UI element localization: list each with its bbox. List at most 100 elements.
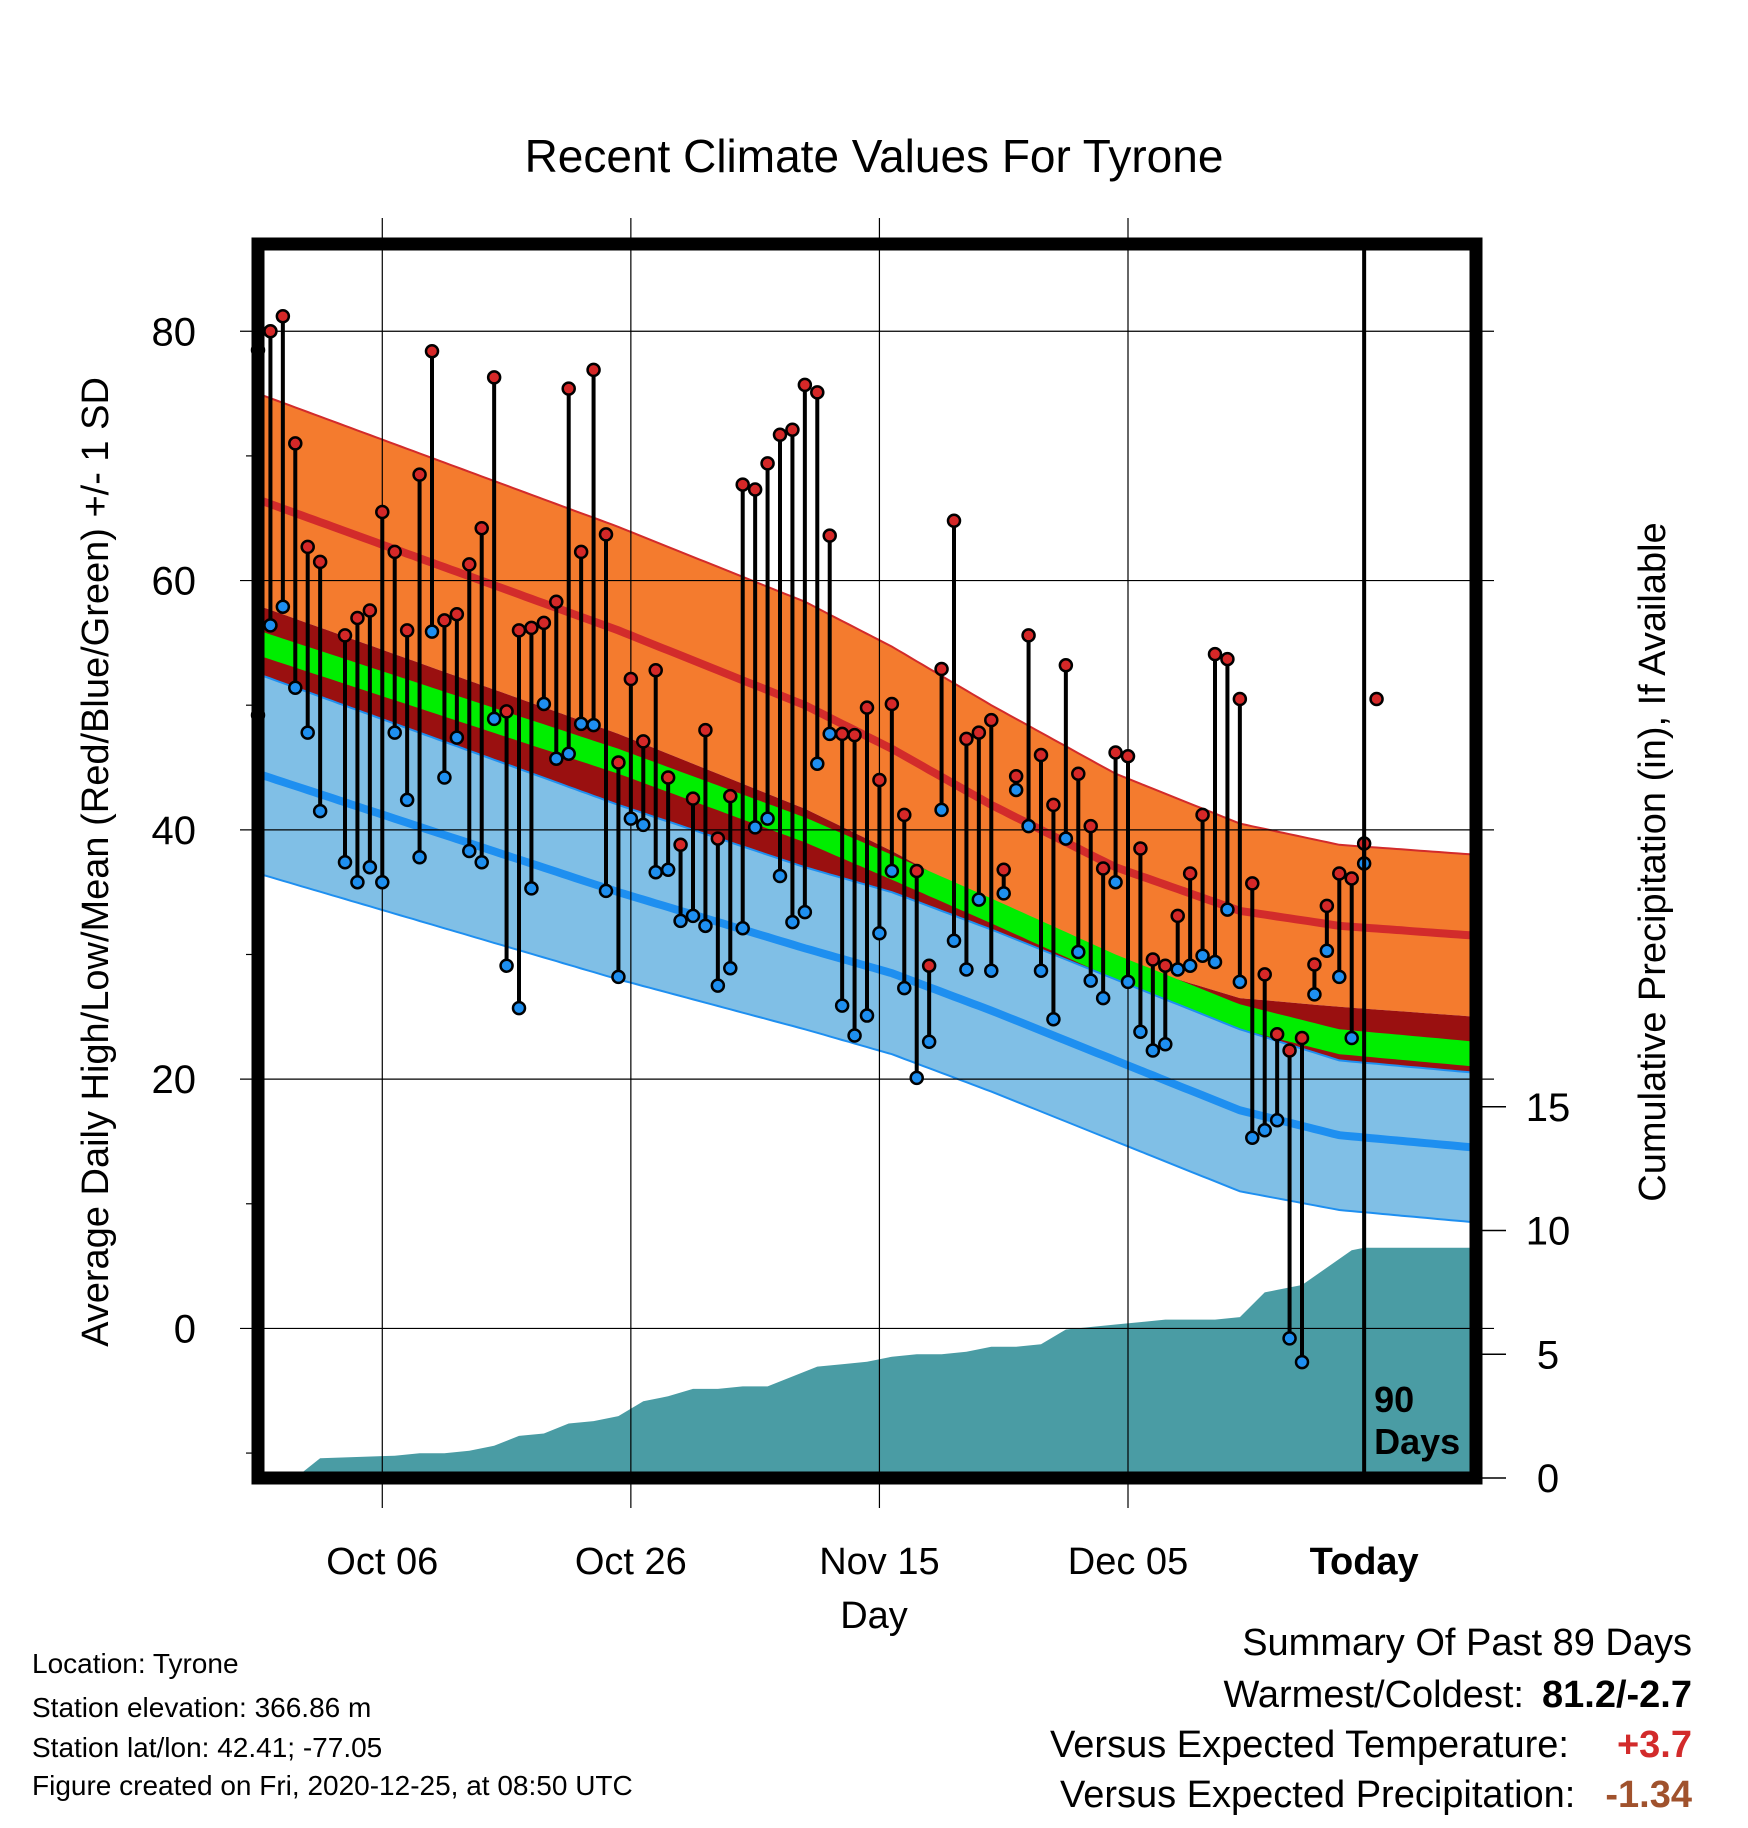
high-point [524, 620, 539, 636]
high-point [673, 837, 688, 853]
high-point [847, 727, 862, 743]
low-point [536, 696, 552, 712]
high-point [1307, 957, 1322, 972]
x-tick-label: Oct 26 [575, 1541, 687, 1583]
low-point [934, 802, 949, 818]
precipitation-area [258, 1247, 1476, 1478]
high-point [785, 422, 800, 437]
low-point [1257, 1122, 1272, 1138]
low-point [1307, 987, 1322, 1002]
precip-value: -1.34 [1605, 1774, 1692, 1816]
low-point [735, 921, 750, 936]
low-point [1220, 902, 1235, 917]
low-point [474, 854, 489, 870]
low-point [524, 881, 539, 896]
low-point [1058, 831, 1074, 846]
low-point [723, 960, 738, 976]
low-point [486, 711, 502, 727]
high-point [536, 615, 552, 631]
high-point [300, 539, 315, 555]
summary-warmest-row: Warmest/Coldest: 81.2/-2.7 [1223, 1676, 1692, 1714]
high-point [288, 436, 303, 451]
low-point [312, 803, 328, 819]
y-axis-label: Average Daily High/Low/Mean (Red/Blue/Gr… [75, 377, 117, 1347]
y2-tick-label: 5 [1537, 1333, 1559, 1377]
elevation-info: Station elevation: 366.86 m [32, 1692, 372, 1723]
low-point [1095, 990, 1111, 1006]
high-point [412, 467, 427, 482]
high-point [449, 606, 465, 622]
high-point [1120, 749, 1136, 764]
low-point [648, 864, 663, 880]
high-point [623, 671, 639, 687]
y-tick-label: 0 [174, 1307, 196, 1351]
low-point [1269, 1113, 1285, 1128]
low-point [872, 926, 887, 941]
high-point [959, 731, 974, 747]
high-point [424, 343, 440, 359]
temp-label: Versus Expected Temperature: [1050, 1724, 1569, 1766]
low-point [785, 914, 800, 930]
high-point [648, 663, 663, 678]
high-point [362, 603, 378, 618]
low-point [362, 859, 378, 875]
low-point [1207, 954, 1223, 970]
high-point [387, 544, 402, 560]
location-info: Location: Tyrone [32, 1648, 239, 1679]
low-point [1332, 969, 1347, 985]
low-point [810, 756, 825, 772]
low-point [897, 980, 912, 996]
low-point [549, 751, 564, 767]
high-point [1220, 651, 1235, 667]
low-point [387, 725, 402, 740]
low-point [884, 863, 900, 879]
low-point [959, 962, 974, 977]
low-point [797, 904, 813, 920]
high-point [474, 520, 489, 536]
low-point [337, 854, 353, 870]
low-point [1245, 1130, 1260, 1145]
low-point [946, 933, 962, 949]
low-point [1108, 874, 1123, 890]
today-days-label: Days [1374, 1421, 1460, 1462]
low-point [598, 883, 614, 899]
high-point [1369, 691, 1384, 707]
high-point [810, 385, 825, 400]
y2-tick-label: 15 [1526, 1086, 1571, 1130]
high-point [1158, 958, 1173, 973]
high-point [598, 527, 614, 542]
high-point [350, 610, 365, 626]
high-point [1232, 691, 1248, 707]
high-point [1344, 871, 1359, 886]
warmest-value: 81.2/-2.7 [1542, 1674, 1692, 1716]
x-tick-label: Dec 05 [1068, 1541, 1188, 1583]
high-point [834, 726, 850, 742]
low-point [984, 963, 999, 978]
high-point [797, 377, 813, 393]
low-point [437, 770, 452, 785]
high-point [1182, 866, 1198, 881]
high-point [897, 807, 912, 823]
high-point [946, 513, 962, 528]
low-point [772, 868, 788, 884]
high-point [462, 557, 477, 572]
high-point [1269, 1027, 1285, 1042]
high-point [499, 704, 514, 719]
high-point [1332, 866, 1347, 881]
high-point [872, 772, 887, 788]
high-point [859, 700, 875, 715]
low-point [623, 811, 639, 826]
low-point [1083, 973, 1098, 988]
high-point [437, 613, 452, 628]
low-point [673, 913, 688, 929]
low-point [921, 1034, 937, 1049]
high-point [1021, 628, 1036, 643]
y-tick-label: 80 [152, 310, 197, 354]
low-point [760, 811, 775, 826]
high-point [1207, 646, 1223, 662]
low-point [660, 862, 676, 877]
low-point [698, 918, 713, 934]
high-point [337, 628, 353, 643]
high-point [1245, 876, 1260, 891]
